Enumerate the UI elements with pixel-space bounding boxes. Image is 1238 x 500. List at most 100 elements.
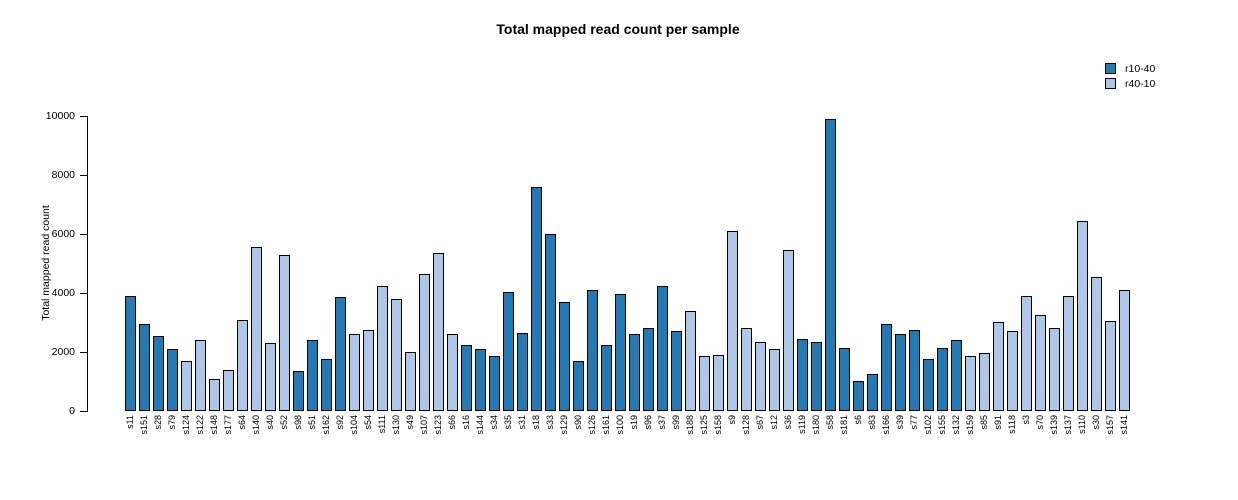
x-tick-label-s177: s177 — [222, 415, 233, 435]
x-tick-label-s39: s39 — [894, 415, 905, 430]
bar-s34 — [489, 356, 500, 411]
y-tick-label: 8000 — [51, 169, 75, 181]
legend-swatch-dark — [1105, 63, 1116, 74]
bar-s129 — [559, 302, 570, 411]
bar-s92 — [335, 297, 346, 411]
bar-s151 — [139, 324, 150, 411]
bar-s12 — [769, 349, 780, 411]
x-tick-label-s91: s91 — [992, 415, 1003, 430]
x-tick-label-s107: s107 — [418, 415, 429, 435]
x-tick-label-s51: s51 — [306, 415, 317, 430]
x-tick-label-s110: s110 — [1076, 415, 1087, 434]
bar-s130 — [391, 299, 402, 411]
bar-s122 — [195, 340, 206, 411]
bar-s67 — [755, 342, 766, 411]
y-axis-title: Total mapped read count — [40, 205, 52, 321]
bar-s137 — [1063, 296, 1074, 411]
x-tick-label-s102: s102 — [922, 415, 933, 435]
bar-s111 — [377, 286, 388, 411]
bar-s30 — [1091, 277, 1102, 411]
x-tick-label-s122: s122 — [194, 415, 205, 435]
x-tick-label-s40: s40 — [264, 415, 275, 430]
x-tick-label-s125: s125 — [698, 415, 709, 435]
x-tick-label-s99: s99 — [670, 415, 681, 430]
bar-s180 — [811, 342, 822, 411]
x-tick-label-s188: s188 — [684, 415, 695, 435]
x-tick-label-s30: s30 — [1090, 415, 1101, 430]
x-tick-label-s158: s158 — [712, 415, 723, 435]
bar-s28 — [153, 336, 164, 411]
legend-label: r40-10 — [1125, 77, 1156, 90]
x-tick-label-s123: s123 — [432, 415, 443, 435]
chart-title: Total mapped read count per sample — [496, 21, 740, 37]
bar-s140 — [251, 247, 262, 411]
x-tick-label-s52: s52 — [278, 415, 289, 430]
bar-s98 — [293, 371, 304, 411]
bar-s157 — [1105, 321, 1116, 411]
bar-s102 — [923, 359, 934, 411]
x-tick-label-s111: s111 — [376, 415, 387, 434]
bar-s132 — [951, 340, 962, 411]
bar-s40 — [265, 343, 276, 411]
x-tick-label-s9: s9 — [726, 415, 737, 425]
y-tick-mark — [80, 175, 87, 176]
x-tick-label-s180: s180 — [810, 415, 821, 435]
bar-s119 — [797, 339, 808, 411]
x-tick-label-s144: s144 — [474, 415, 485, 435]
x-tick-label-s54: s54 — [362, 415, 373, 430]
bar-s6 — [853, 381, 864, 411]
bar-s100 — [615, 294, 626, 411]
x-tick-label-s128: s128 — [740, 415, 751, 435]
bar-s66 — [447, 334, 458, 411]
y-tick-label: 10000 — [45, 110, 75, 122]
x-tick-label-s64: s64 — [236, 415, 247, 430]
x-tick-label-s6: s6 — [852, 415, 863, 425]
x-tick-label-s79: s79 — [166, 415, 177, 430]
x-tick-label-s159: s159 — [964, 415, 975, 435]
x-tick-label-s104: s104 — [348, 415, 359, 435]
x-tick-label-s85: s85 — [978, 415, 989, 430]
y-tick-mark — [80, 293, 87, 294]
x-tick-label-s58: s58 — [824, 415, 835, 430]
bar-s91 — [993, 322, 1004, 411]
bar-s118 — [1007, 331, 1018, 411]
bar-s141 — [1119, 290, 1130, 411]
bar-s128 — [741, 328, 752, 411]
bar-s33 — [545, 234, 556, 411]
x-tick-label-s155: s155 — [936, 415, 947, 435]
bar-s79 — [167, 349, 178, 411]
bar-s144 — [475, 349, 486, 411]
y-tick-mark — [80, 352, 87, 353]
bar-s39 — [895, 334, 906, 411]
bar-s51 — [307, 340, 318, 411]
x-tick-label-s16: s16 — [460, 415, 471, 430]
x-tick-label-s141: s141 — [1118, 415, 1129, 435]
y-tick-mark — [80, 116, 87, 117]
bar-s181 — [839, 348, 850, 411]
x-tick-label-s70: s70 — [1034, 415, 1045, 430]
bar-s64 — [237, 320, 248, 411]
bar-s125 — [699, 356, 710, 411]
y-tick-label: 0 — [69, 405, 75, 417]
bar-s96 — [643, 328, 654, 411]
x-tick-label-s77: s77 — [908, 415, 919, 430]
bar-s162 — [321, 359, 332, 411]
y-tick-label: 4000 — [51, 287, 75, 299]
bar-s3 — [1021, 296, 1032, 411]
x-tick-label-s148: s148 — [208, 415, 219, 435]
x-tick-label-s92: s92 — [334, 415, 345, 430]
y-tick-label: 6000 — [51, 228, 75, 240]
bar-s139 — [1049, 328, 1060, 411]
bar-s110 — [1077, 221, 1088, 411]
x-tick-label-s49: s49 — [404, 415, 415, 430]
bar-s18 — [531, 187, 542, 411]
bar-s177 — [223, 370, 234, 411]
bar-s49 — [405, 352, 416, 411]
legend-entry-r10-40: r10-40 — [1105, 61, 1155, 76]
x-tick-label-s132: s132 — [950, 415, 961, 435]
bar-s54 — [363, 330, 374, 411]
x-tick-label-s166: s166 — [880, 415, 891, 435]
x-tick-label-s151: s151 — [138, 415, 149, 435]
x-tick-label-s67: s67 — [754, 415, 765, 430]
